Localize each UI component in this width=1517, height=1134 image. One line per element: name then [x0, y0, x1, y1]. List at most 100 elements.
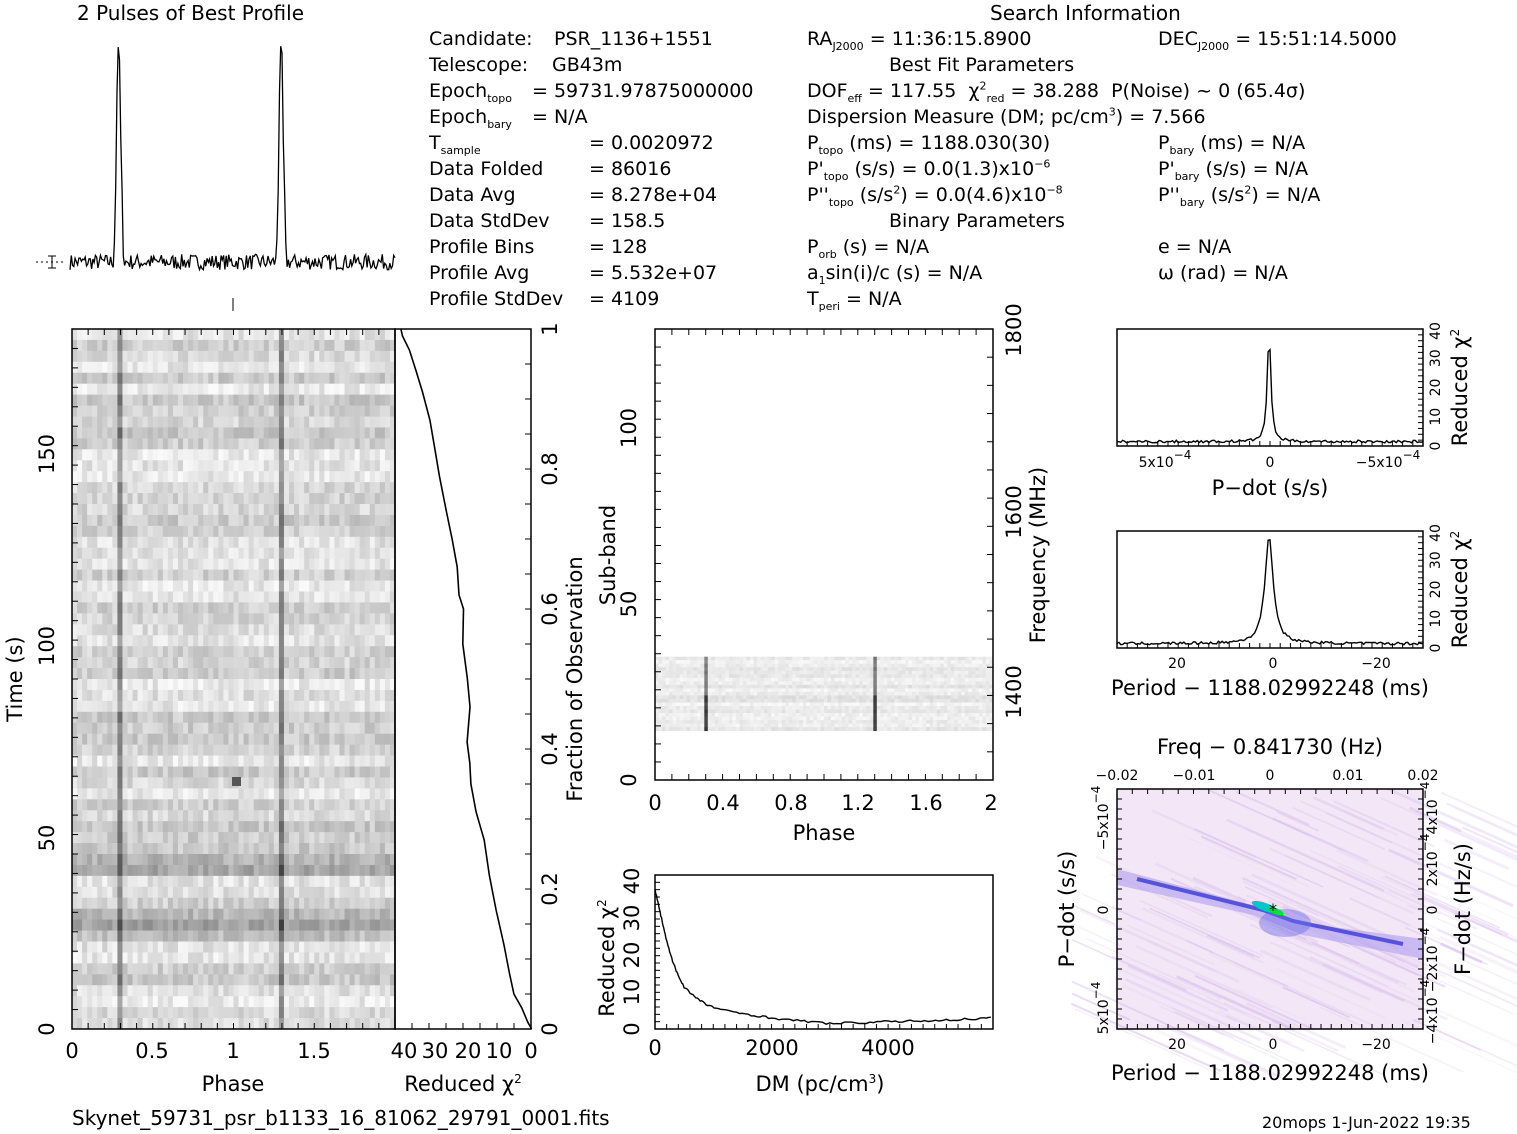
heatmap-cell — [228, 646, 233, 657]
heatmap-cell — [264, 887, 269, 898]
heatmap-cell — [188, 876, 193, 887]
heatmap-cell — [370, 526, 375, 537]
heatmap-cell — [107, 559, 112, 570]
heatmap-cell — [92, 777, 97, 788]
heatmap-cell — [345, 471, 350, 482]
heatmap-cell — [128, 362, 133, 373]
heatmap-cell — [158, 974, 163, 985]
heatmap-cell — [188, 526, 193, 537]
heatmap-cell — [168, 373, 173, 384]
heatmap-cell — [92, 876, 97, 887]
subband-cell — [817, 678, 821, 682]
heatmap-cell — [107, 624, 112, 635]
heatmap-cell — [208, 996, 213, 1007]
y-tick-label: 0.2 — [538, 872, 562, 905]
heatmap-cell — [289, 963, 294, 974]
subband-cell — [919, 667, 923, 671]
heatmap-cell — [234, 624, 239, 635]
heatmap-cell — [198, 635, 203, 646]
heatmap-cell — [299, 504, 304, 515]
heatmap-cell — [82, 515, 87, 526]
heatmap-cell — [213, 340, 218, 351]
heatmap-cell — [380, 592, 385, 603]
heatmap-cell — [244, 460, 249, 471]
heatmap-cell — [223, 909, 228, 920]
heatmap-cell — [284, 931, 289, 942]
heatmap-cell — [178, 767, 183, 778]
heatmap-cell — [112, 559, 117, 570]
heatmap-cell — [138, 559, 143, 570]
subband-cell — [768, 667, 772, 671]
subband-cell — [909, 660, 913, 664]
heatmap-cell — [304, 395, 309, 406]
heatmap-cell — [188, 1007, 193, 1018]
heatmap-cell — [254, 340, 259, 351]
subband-cell — [701, 667, 705, 671]
heatmap-cell — [163, 668, 168, 679]
subband-cell — [937, 671, 941, 675]
heatmap-cell — [385, 1007, 390, 1018]
heatmap-cell — [133, 734, 138, 745]
heatmap-cell — [173, 701, 178, 712]
heatmap-cell — [370, 865, 375, 876]
heatmap-cell — [324, 985, 329, 996]
subband-cell — [690, 660, 694, 664]
heatmap-cell — [178, 777, 183, 788]
heatmap-cell — [82, 974, 87, 985]
heatmap-cell — [360, 493, 365, 504]
heatmap-cell — [178, 417, 183, 428]
heatmap-cell — [178, 690, 183, 701]
heatmap-cell — [228, 602, 233, 613]
heatmap-cell — [72, 1007, 77, 1018]
heatmap-cell — [309, 635, 314, 646]
heatmap-cell — [87, 810, 92, 821]
heatmap-cell — [334, 384, 339, 395]
heatmap-cell — [264, 340, 269, 351]
subband-cell — [729, 667, 733, 671]
heatmap-cell — [138, 537, 143, 548]
heatmap-cell — [289, 329, 294, 340]
heatmap-cell — [375, 799, 380, 810]
heatmap-cell — [254, 767, 259, 778]
heatmap-cell — [87, 449, 92, 460]
heatmap-cell — [299, 985, 304, 996]
heatmap-cell — [107, 482, 112, 493]
heatmap-cell — [254, 821, 259, 832]
heatmap-cell — [304, 592, 309, 603]
heatmap-cell — [345, 985, 350, 996]
heatmap-cell — [334, 931, 339, 942]
heatmap-cell — [244, 548, 249, 559]
heatmap-cell — [289, 602, 294, 613]
heatmap-cell — [324, 427, 329, 438]
heatmap-cell — [314, 548, 319, 559]
heatmap-cell — [92, 471, 97, 482]
heatmap-cell — [107, 646, 112, 657]
subband-cell — [951, 667, 955, 671]
heatmap-cell — [218, 537, 223, 548]
heatmap-cell — [163, 821, 168, 832]
heatmap-cell — [309, 570, 314, 581]
heatmap-cell — [355, 406, 360, 417]
heatmap-cell — [370, 931, 375, 942]
heatmap-cell — [345, 329, 350, 340]
heatmap-cell — [269, 745, 274, 756]
heatmap-cell — [198, 887, 203, 898]
heatmap-cell — [345, 854, 350, 865]
heatmap-cell — [375, 942, 380, 953]
heatmap-cell — [82, 920, 87, 931]
heatmap-cell — [365, 384, 370, 395]
heatmap-cell — [223, 767, 228, 778]
heatmap-cell — [345, 996, 350, 1007]
heatmap-cell — [244, 701, 249, 712]
heatmap-cell — [193, 788, 198, 799]
subband-cell — [849, 671, 853, 675]
subband-cell — [676, 674, 680, 678]
heatmap-cell — [269, 613, 274, 624]
heatmap-cell — [380, 963, 385, 974]
heatmap-cell — [370, 635, 375, 646]
heatmap-cell — [244, 756, 249, 767]
heatmap-cell — [319, 690, 324, 701]
heatmap-cell — [173, 952, 178, 963]
heatmap-cell — [163, 646, 168, 657]
heatmap-cell — [309, 996, 314, 1007]
